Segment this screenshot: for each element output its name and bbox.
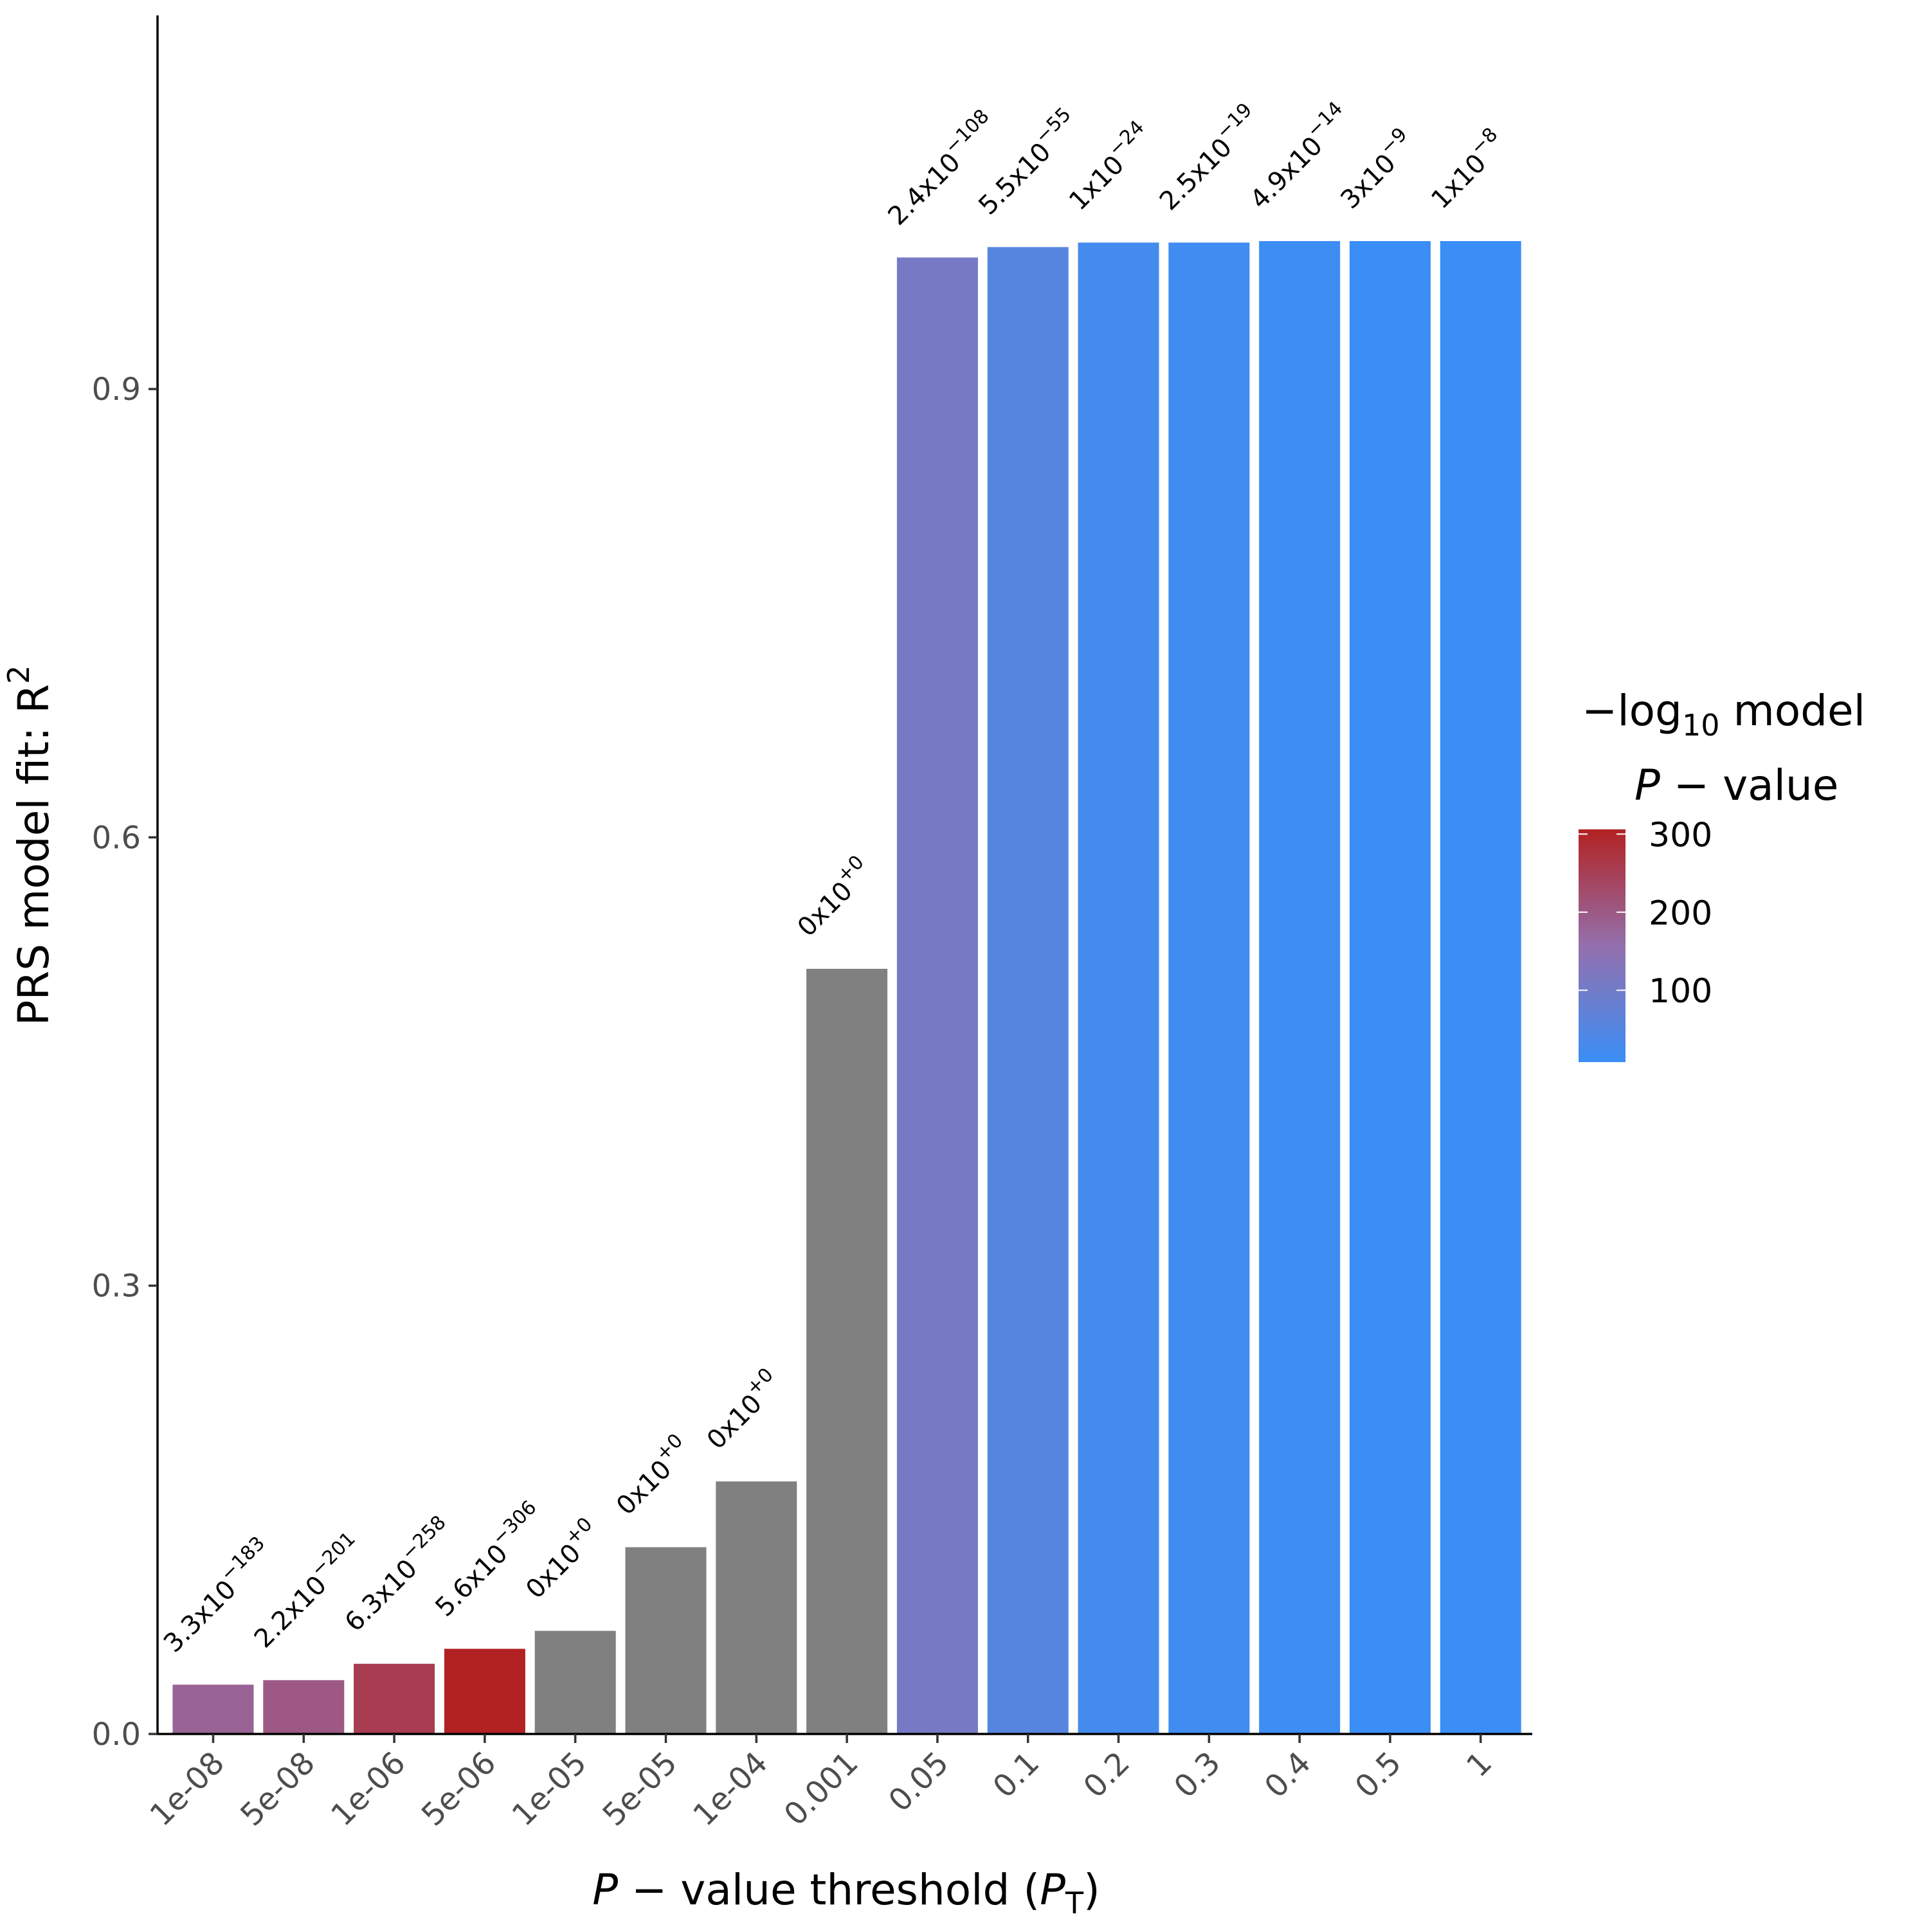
- legend-title-line1: −log10 model: [1582, 686, 1865, 743]
- x-tick-label-0.5: 0.5: [1348, 1745, 1409, 1805]
- x-tick-label-0.001: 0.001: [777, 1745, 865, 1833]
- x-tick-label-0.3: 0.3: [1167, 1745, 1227, 1805]
- bars: [172, 241, 1521, 1734]
- bar-label-0.5: 3x10−9: [1330, 123, 1422, 215]
- x-tick-label-0.1: 0.1: [986, 1745, 1047, 1805]
- y-ticks: 0.0 0.3 0.6 0.9: [92, 372, 158, 1753]
- y-tick-label: 0.9: [92, 372, 141, 408]
- x-tick-label-1e-06: 1e-06: [324, 1745, 413, 1834]
- x-tick-label-5e-06: 5e-06: [415, 1745, 503, 1834]
- y-tick-label: 0.3: [92, 1268, 141, 1305]
- bar-label-0.001: 0x10+0: [787, 851, 878, 943]
- x-tick-label-1e-08: 1e-08: [143, 1745, 231, 1834]
- bar-1e-08: [172, 1684, 254, 1734]
- bar-label-1e-06: 6.3x10−258: [334, 1512, 460, 1638]
- colorbar-ticks: 100 200 300: [1579, 816, 1712, 1011]
- bar-0.001: [806, 968, 888, 1734]
- bar-5e-06: [444, 1648, 525, 1734]
- x-tick-label-0.2: 0.2: [1076, 1745, 1137, 1805]
- bar-0.1: [987, 247, 1069, 1734]
- x-tick-label-0.05: 0.05: [882, 1745, 955, 1819]
- x-ticks: 1e-08 5e-08 1e-06 5e-06 1e-05 5e-05 1e-04 0.001…: [143, 1734, 1499, 1833]
- x-tick-label-1: 1: [1460, 1745, 1499, 1784]
- y-axis-title: PRS model fit: R2: [1, 665, 59, 1026]
- bar-0.4: [1259, 241, 1341, 1734]
- colorbar: [1579, 829, 1626, 1062]
- bar-0.3: [1168, 242, 1250, 1734]
- bar-1: [1440, 241, 1521, 1734]
- bar-label-1e-04: 0x10+0: [696, 1364, 788, 1455]
- axes: [156, 15, 1532, 1735]
- colorbar-tick-label: 200: [1649, 894, 1712, 933]
- bar-1e-06: [354, 1663, 435, 1734]
- x-axis-title: P − value threshold (PT): [592, 1865, 1100, 1920]
- bar-0.5: [1349, 241, 1431, 1734]
- x-tick-label-5e-08: 5e-08: [233, 1745, 322, 1834]
- bar-label-0.2: 1x10−24: [1058, 116, 1159, 217]
- colorbar-tick-label: 300: [1649, 816, 1712, 854]
- bar-5e-08: [263, 1680, 345, 1734]
- bar-label-5e-05: 0x10+0: [606, 1429, 697, 1521]
- bar-label-5e-06: 5.6x10−306: [425, 1496, 551, 1622]
- legend: −log10 model P − value 100 200 300: [1579, 686, 1865, 1062]
- x-tick-label-1e-04: 1e-04: [686, 1745, 775, 1834]
- bar-label-1: 1x10−8: [1420, 123, 1512, 215]
- bar-1e-04: [716, 1481, 797, 1734]
- x-tick-label-0.4: 0.4: [1258, 1745, 1318, 1805]
- legend-title-line2: P − value: [1635, 761, 1838, 810]
- colorbar-tick-label: 100: [1649, 972, 1712, 1011]
- y-tick-label: 0.6: [92, 820, 141, 856]
- y-tick-label: 0.0: [92, 1717, 141, 1753]
- x-tick-label-1e-05: 1e-05: [505, 1745, 594, 1834]
- bar-1e-05: [534, 1630, 616, 1734]
- bar-0.05: [896, 257, 978, 1734]
- bar-0.2: [1078, 242, 1159, 1734]
- bar-label-1e-05: 0x10+0: [515, 1513, 606, 1604]
- bar-5e-05: [625, 1547, 707, 1734]
- x-tick-label-5e-05: 5e-05: [595, 1745, 684, 1834]
